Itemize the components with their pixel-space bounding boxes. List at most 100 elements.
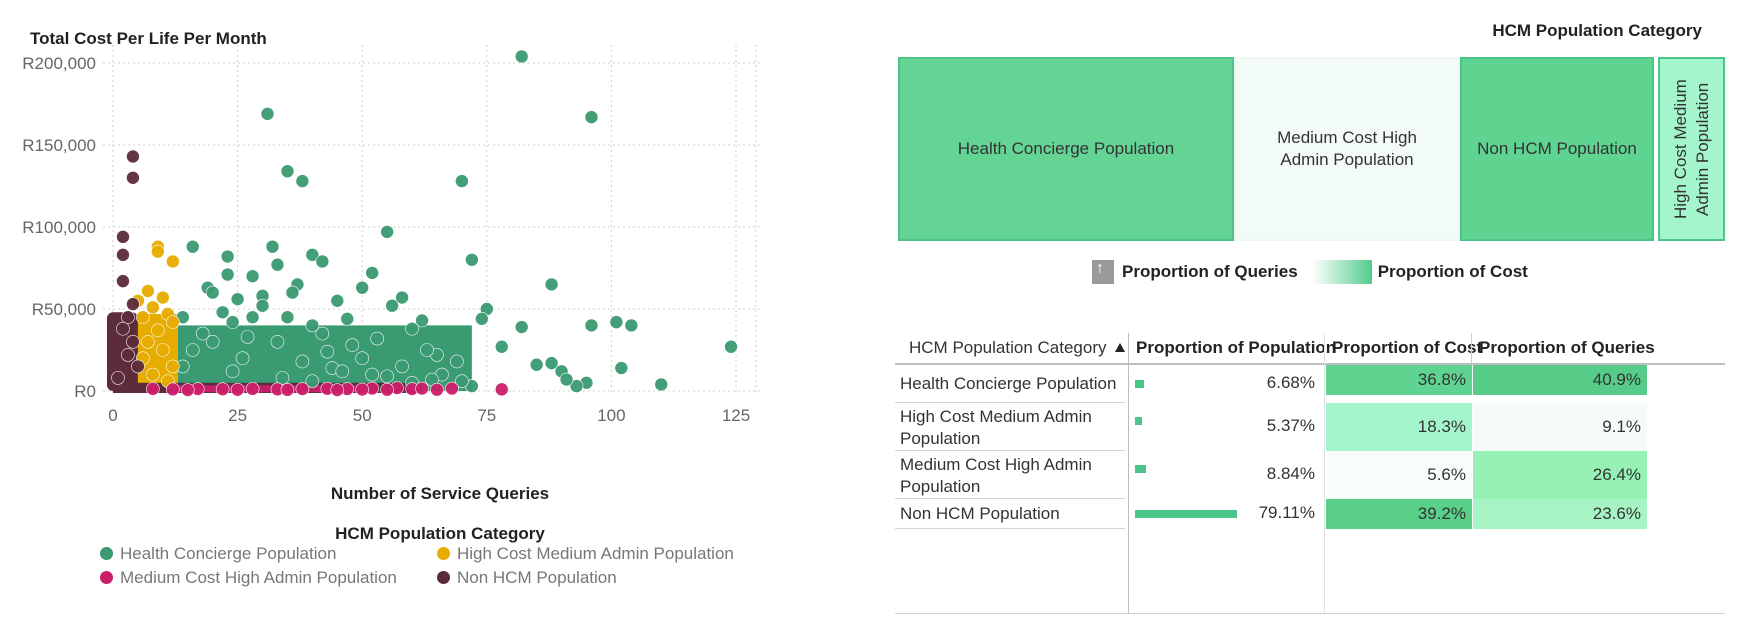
population-value: 5.37% [1266, 416, 1315, 435]
point-medium-cost-high-admin [180, 383, 195, 397]
point-health-concierge [295, 354, 310, 369]
cost-cell: 39.2% [1326, 499, 1472, 529]
point-medium-cost-high-admin [295, 382, 310, 396]
color-gradient-swatch [1311, 260, 1372, 284]
column-header-queries[interactable]: Proportion of Queries [1479, 338, 1655, 357]
cost-cell: 36.8% [1326, 365, 1472, 395]
row-divider [895, 402, 1125, 403]
point-health-concierge [624, 318, 639, 333]
point-health-concierge [365, 266, 379, 280]
point-non-hcm [116, 248, 130, 262]
point-health-concierge [385, 298, 399, 313]
table-row[interactable]: Medium Cost High Admin Population 8.84% … [895, 451, 1725, 499]
point-health-concierge [584, 318, 599, 333]
treemap-tile-high-cost-medium-admin[interactable]: High Cost Medium Admin Population [1658, 57, 1725, 241]
population-value: 8.84% [1266, 464, 1315, 483]
point-health-concierge [275, 371, 290, 385]
point-health-concierge [185, 239, 200, 254]
point-health-concierge [584, 110, 599, 124]
scatter-chart: Total Cost Per Life Per Month 0 25 50 75 100… [22, 29, 760, 588]
x-tick-label: 125 [722, 406, 750, 425]
queries-cell: 9.1% [1473, 403, 1647, 451]
point-health-concierge [195, 326, 210, 341]
treemap-tile-non-hcm[interactable]: Non HCM Population [1460, 57, 1654, 241]
legend-item-high-cost-medium-admin[interactable]: High Cost Medium Admin Population [437, 544, 734, 564]
point-health-concierge [455, 374, 469, 388]
legend-item-non-hcm[interactable]: Non HCM Population [437, 568, 617, 588]
x-axis-title: Number of Service Queries [330, 484, 550, 503]
point-high-cost-medium-admin [136, 310, 150, 325]
point-health-concierge [654, 377, 669, 392]
point-health-concierge [494, 339, 509, 354]
point-health-concierge [270, 257, 285, 272]
column-header-category[interactable]: HCM Population Category [909, 338, 1107, 357]
column-divider [1324, 333, 1325, 613]
table-row[interactable]: Non HCM Population 79.11% 39.2% 23.6% [895, 499, 1725, 529]
point-health-concierge [225, 315, 240, 329]
point-health-concierge [305, 374, 320, 388]
legend-swatch [437, 547, 450, 560]
queries-cell: 40.9% [1473, 365, 1647, 395]
point-health-concierge [514, 320, 529, 334]
point-non-hcm [116, 274, 130, 288]
treemap-tile-medium-cost-high-admin[interactable]: Medium Cost High Admin Population [1234, 57, 1460, 241]
point-medium-cost-high-admin [494, 382, 509, 397]
row-divider [895, 450, 1125, 451]
row-divider [895, 498, 1125, 499]
legend-item-medium-cost-high-admin[interactable]: Medium Cost High Admin Population [100, 568, 397, 588]
column-header-cost[interactable]: Proportion of Cost [1332, 338, 1483, 357]
x-tick-label: 0 [108, 406, 117, 425]
queries-cell: 26.4% [1473, 451, 1647, 499]
point-health-concierge [544, 277, 559, 292]
point-health-concierge [415, 313, 429, 328]
column-header-population[interactable]: Proportion of Population [1136, 338, 1337, 357]
table-row[interactable]: Health Concierge Population 6.68% 36.8% … [895, 365, 1725, 403]
point-medium-cost-high-admin [445, 381, 459, 396]
legend-item-health-concierge[interactable]: Health Concierge Population [100, 544, 336, 564]
x-tick-label: 50 [353, 406, 372, 425]
row-category: Medium Cost High Admin Population [900, 455, 1092, 496]
point-health-concierge [355, 351, 370, 366]
point-high-cost-medium-admin [141, 284, 155, 298]
table-row[interactable]: High Cost Medium Admin Population 5.37% … [895, 403, 1725, 451]
x-tick-label: 75 [477, 406, 496, 425]
point-health-concierge [724, 339, 738, 354]
y-tick-label: R200,000 [22, 54, 96, 73]
point-health-concierge [614, 361, 629, 375]
point-medium-cost-high-admin [230, 382, 245, 397]
sort-ascending-icon[interactable] [1115, 343, 1125, 352]
point-health-concierge [380, 369, 394, 384]
legend-title: HCM Population Category [335, 524, 545, 543]
point-health-concierge [255, 298, 270, 313]
point-medium-cost-high-admin [146, 382, 160, 396]
treemap-tile-health-concierge[interactable]: Health Concierge Population [898, 57, 1234, 241]
point-health-concierge [265, 239, 280, 254]
point-high-cost-medium-admin [146, 300, 160, 315]
legend-label: Non HCM Population [457, 568, 617, 587]
point-high-cost-medium-admin [166, 315, 180, 329]
point-medium-cost-high-admin [355, 382, 370, 397]
point-health-concierge [365, 367, 379, 382]
legend-swatch [100, 547, 113, 560]
point-medium-cost-high-admin [415, 381, 429, 396]
point-health-concierge [245, 269, 260, 284]
population-value: 79.11% [1258, 503, 1315, 522]
point-non-hcm [126, 171, 140, 185]
point-health-concierge [305, 318, 320, 333]
point-medium-cost-high-admin [166, 382, 180, 397]
point-health-concierge [380, 225, 394, 239]
row-divider [895, 528, 1125, 529]
treemap-tile-label: High Cost Medium Admin Population [1670, 79, 1712, 219]
point-health-concierge [455, 174, 469, 188]
point-non-hcm [121, 348, 135, 362]
point-health-concierge [450, 354, 464, 369]
point-high-cost-medium-admin [156, 290, 170, 305]
point-non-hcm [131, 359, 145, 374]
x-tick-label: 100 [597, 406, 625, 425]
point-non-hcm [126, 334, 140, 349]
size-measure-icon [1092, 260, 1114, 284]
point-health-concierge [315, 254, 330, 269]
point-non-hcm [116, 321, 130, 336]
point-health-concierge [559, 372, 574, 387]
point-health-concierge [355, 280, 370, 295]
